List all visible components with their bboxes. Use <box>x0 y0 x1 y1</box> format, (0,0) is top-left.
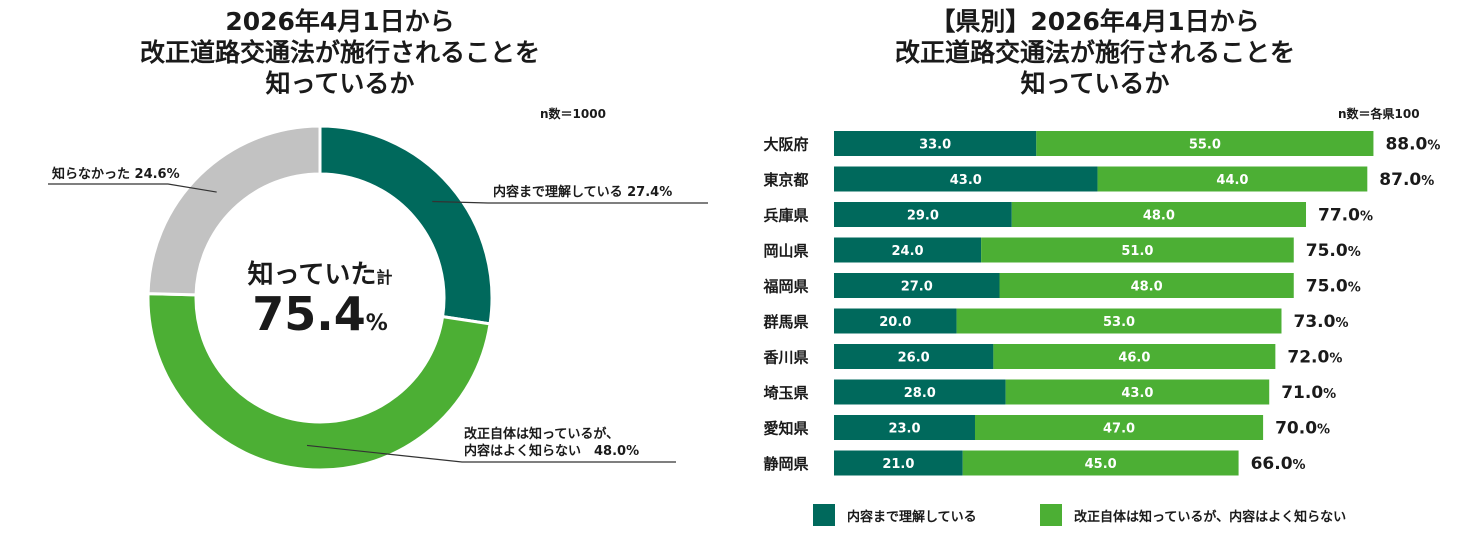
bar-segment-understand <box>834 379 1006 405</box>
leader-line-aware <box>306 444 676 463</box>
legend-label-aware: 改正自体は知っているが、内容はよく知らない <box>1074 509 1347 525</box>
donut-label-aware-line-1: 改正自体は知っているが、 <box>464 426 619 442</box>
bar-segment-aware <box>974 415 1264 440</box>
category-label: 福岡県 <box>762 278 808 296</box>
bar-segment-understand <box>834 273 1000 298</box>
donut-chart-title: 2026年4月1日から 改正道路交通法が施行されることを 知っているか <box>60 6 620 99</box>
bar-value-understand: 21.0 <box>882 457 914 472</box>
bar-segment-understand <box>834 202 1012 227</box>
bar-segment-aware <box>1097 166 1368 192</box>
category-label: 愛知県 <box>763 420 808 438</box>
bar-title-line-2: 改正道路交通法が施行されることを <box>894 38 1295 67</box>
bar-value-aware: 45.0 <box>1085 457 1117 472</box>
category-label: 香川県 <box>763 349 808 367</box>
bar-segment-understand <box>834 308 957 334</box>
bar-value-understand: 24.0 <box>892 244 924 259</box>
bar-total-label: 72.0% <box>1287 348 1342 368</box>
donut-slice-2 <box>146 292 492 472</box>
donut-center-value: 75.4% <box>252 287 388 341</box>
bar-total-label: 73.0% <box>1293 312 1348 332</box>
bar-value-understand: 29.0 <box>907 209 939 224</box>
category-label: 大阪府 <box>763 136 808 154</box>
bar-value-aware: 55.0 <box>1189 138 1221 153</box>
bar-total-label: 77.0% <box>1318 206 1373 226</box>
donut-label-understand: 内容まで理解している 27.4% <box>493 184 672 200</box>
bar-value-aware: 46.0 <box>1118 351 1150 366</box>
bar-title-line-1: 【県別】2026年4月1日から <box>930 7 1260 36</box>
bar-value-aware: 48.0 <box>1143 209 1175 224</box>
bar-value-aware: 44.0 <box>1216 173 1248 188</box>
legend-swatch-understand <box>813 504 835 526</box>
bar-total-label: 87.0% <box>1379 170 1434 190</box>
category-label: 埼玉県 <box>763 384 808 402</box>
bar-segment-understand <box>834 450 963 476</box>
legend-item-aware: 改正自体は知っているが、内容はよく知らない <box>1040 504 1346 526</box>
bar-value-understand: 28.0 <box>904 386 936 401</box>
bar-segment-aware <box>962 450 1239 476</box>
leader-line-unaware <box>48 183 217 193</box>
donut-title-line-2: 改正道路交通法が施行されることを <box>139 38 540 67</box>
bar-segment-aware <box>999 273 1294 298</box>
donut-label-aware-line-2: 内容はよく知らない 48.0% <box>464 443 639 459</box>
bar-value-aware: 43.0 <box>1121 386 1153 401</box>
bar-value-understand: 20.0 <box>879 315 911 330</box>
bar-segment-aware <box>1036 131 1374 156</box>
bar-value-understand: 27.0 <box>901 280 933 295</box>
bar-sample-size: n数＝各県100 <box>1338 107 1420 121</box>
category-label: 静岡県 <box>763 455 808 473</box>
donut-center-label: 知っていた計 <box>248 260 393 290</box>
donut-title-line-1: 2026年4月1日から <box>225 7 455 36</box>
bar-total-label: 66.0% <box>1251 454 1306 474</box>
bar-value-aware: 51.0 <box>1121 244 1153 259</box>
legend-swatch-aware <box>1040 504 1062 526</box>
bar-value-aware: 47.0 <box>1103 422 1135 437</box>
bar-value-understand: 33.0 <box>919 138 951 153</box>
category-label: 兵庫県 <box>763 207 808 225</box>
bar-value-understand: 23.0 <box>888 422 920 437</box>
bar-total-label: 88.0% <box>1385 135 1440 155</box>
bar-segment-understand <box>834 166 1098 192</box>
bar-segment-aware <box>993 344 1276 369</box>
bar-total-label: 75.0% <box>1306 241 1361 261</box>
bar-segment-understand <box>834 415 975 440</box>
bar-segment-understand <box>834 344 994 369</box>
donut-label-unaware: 知らなかった 24.6% <box>52 166 180 182</box>
bar-value-understand: 43.0 <box>950 173 982 188</box>
bar-title-line-3: 知っているか <box>1020 69 1170 98</box>
bar-chart-title: 【県別】2026年4月1日から 改正道路交通法が施行されることを 知っているか <box>780 6 1410 99</box>
bar-segment-aware <box>1005 379 1270 405</box>
bar-value-understand: 26.0 <box>898 351 930 366</box>
category-label: 岡山県 <box>763 242 808 260</box>
bar-segment-understand <box>834 237 982 263</box>
bar-segment-aware <box>1011 202 1307 227</box>
donut-sample-size: n数＝1000 <box>540 107 606 121</box>
bar-value-aware: 48.0 <box>1131 280 1163 295</box>
bar-total-label: 71.0% <box>1281 383 1336 403</box>
bar-segment-understand <box>834 131 1037 156</box>
leader-line-understand <box>432 200 708 204</box>
bar-segment-aware <box>981 237 1294 263</box>
donut-title-line-3: 知っているか <box>265 69 415 98</box>
category-label: 東京都 <box>763 171 808 189</box>
bar-value-aware: 53.0 <box>1103 315 1135 330</box>
legend-item-understand: 内容まで理解している <box>813 504 977 526</box>
bar-total-label: 75.0% <box>1306 277 1361 297</box>
donut-slice-3 <box>146 124 322 297</box>
bar-total-label: 70.0% <box>1275 419 1330 439</box>
bar-segment-aware <box>956 308 1282 334</box>
category-label: 群馬県 <box>763 313 808 331</box>
legend-label-understand: 内容まで理解している <box>847 509 977 525</box>
